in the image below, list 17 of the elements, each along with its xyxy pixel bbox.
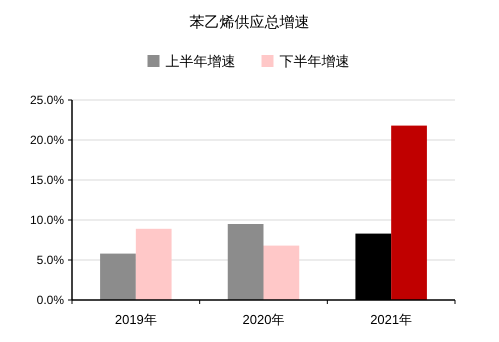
- bar: [391, 126, 427, 300]
- y-tick-label: 15.0%: [30, 173, 64, 187]
- x-tick-label: 2021年: [370, 312, 412, 327]
- title: 苯乙烯供应总增速: [190, 14, 310, 31]
- legend-label: 上半年增速: [166, 53, 236, 69]
- legend-label: 下半年增速: [280, 53, 350, 69]
- bar: [100, 254, 136, 300]
- bar: [264, 246, 300, 300]
- y-tick-label: 20.0%: [30, 133, 64, 147]
- y-tick-label: 10.0%: [30, 213, 64, 227]
- y-tick-label: 5.0%: [36, 253, 64, 267]
- y-tick-label: 25.0%: [30, 93, 64, 107]
- y-tick-label: 0.0%: [36, 293, 64, 307]
- x-tick-label: 2019年: [114, 312, 157, 327]
- bar: [228, 224, 264, 300]
- bar: [136, 228, 172, 300]
- x-tick-label: 2020年: [242, 312, 284, 327]
